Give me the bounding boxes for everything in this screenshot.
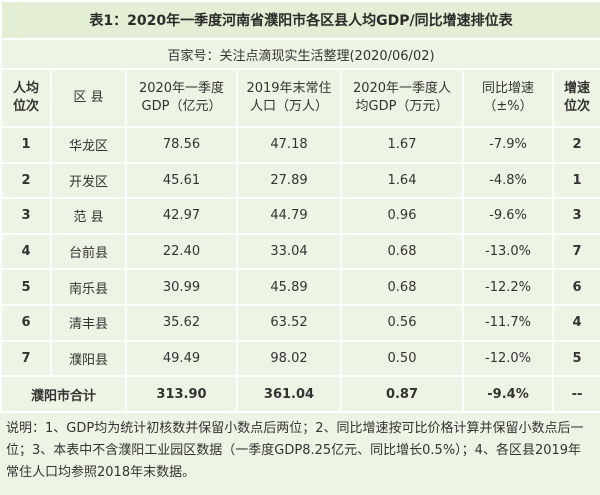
title-row: 表1：2020年一季度河南省濮阳市各区县人均GDP/同比增速排位表 — [0, 0, 600, 40]
total-cell: -- — [551, 375, 600, 414]
cell: 1 — [0, 126, 52, 164]
data-row: 1 华龙区 78.56 47.18 1.67 -7.9% 2 — [0, 126, 600, 164]
total-cell: 313.90 — [125, 375, 238, 414]
column-header: 2020年一季度 GDP（亿元） — [125, 68, 238, 128]
cell: 44.79 — [236, 197, 342, 235]
cell: 7 — [0, 339, 52, 378]
cell: 7 — [551, 232, 600, 271]
cell: 0.50 — [340, 339, 464, 378]
total-cell: 361.04 — [236, 375, 342, 414]
cell: 0.96 — [340, 197, 464, 235]
cell: 华龙区 — [50, 126, 127, 164]
cell: 3 — [0, 197, 52, 235]
cell: 45.89 — [236, 268, 342, 306]
header-line: 人均 — [12, 81, 39, 96]
header-line: 位次 — [12, 99, 39, 114]
cell: 1.67 — [340, 126, 464, 164]
header-line: 人口（万人） — [249, 99, 328, 114]
cell: -12.2% — [462, 268, 554, 306]
cell: 南乐县 — [50, 268, 127, 306]
header-line: （±%） — [483, 99, 533, 114]
data-row: 6 清丰县 35.62 63.52 0.56 -11.7% 4 — [0, 303, 600, 342]
cell: 45.61 — [125, 161, 238, 200]
data-row: 5 南乐县 30.99 45.89 0.68 -12.2% 6 — [0, 268, 600, 306]
cell: 35.62 — [125, 303, 238, 342]
cell: 2 — [0, 161, 52, 200]
cell: 78.56 — [125, 126, 238, 164]
cell: 4 — [551, 303, 600, 342]
cell: 63.52 — [236, 303, 342, 342]
cell: 清丰县 — [50, 303, 127, 342]
cell: 27.89 — [236, 161, 342, 200]
cell: 0.68 — [340, 268, 464, 306]
total-cell: -9.4% — [462, 375, 554, 414]
column-header: 2019年末常住 人口（万人） — [236, 68, 342, 128]
notes: 说明：1、GDP均为统计初核数并保留小数点后两位；2、同比增速按可比价格计算并保… — [6, 421, 584, 481]
column-header: 2020年一季度人 均GDP（万元） — [340, 68, 464, 128]
cell: 3 — [551, 197, 600, 235]
cell: -7.9% — [462, 126, 554, 164]
cell: 47.18 — [236, 126, 342, 164]
cell: 5 — [0, 268, 52, 306]
data-row: 2 开发区 45.61 27.89 1.64 -4.8% 1 — [0, 161, 600, 200]
cell: 开发区 — [50, 161, 127, 200]
header-line: 均GDP（万元） — [355, 99, 449, 114]
column-header: 区 县 — [50, 68, 127, 128]
header-line: 2020年一季度 — [138, 81, 225, 96]
total-cell: 濮阳市合计 — [0, 375, 127, 414]
cell: 1.64 — [340, 161, 464, 200]
cell: 6 — [0, 303, 52, 342]
cell: 98.02 — [236, 339, 342, 378]
cell: 6 — [551, 268, 600, 306]
cell: 1 — [551, 161, 600, 200]
cell: 30.99 — [125, 268, 238, 306]
cell: -12.0% — [462, 339, 554, 378]
header-row: 人均 位次区 县 2020年一季度 GDP（亿元） 2019年末常住 人口（万人） 2020… — [0, 68, 600, 128]
source-row: 百家号：关注点滴现实生活整理(2020/06/02) — [0, 38, 600, 70]
cell: 0.68 — [340, 232, 464, 271]
header-line: 2020年一季度人 — [352, 81, 452, 96]
data-row: 7 濮阳县 49.49 98.02 0.50 -12.0% 5 — [0, 339, 600, 378]
column-header: 同比增速 （±%） — [462, 68, 554, 128]
cell: -9.6% — [462, 197, 554, 235]
header-line: 区 县 — [73, 90, 104, 105]
data-row: 4 台前县 22.40 33.04 0.68 -13.0% 7 — [0, 232, 600, 271]
header-line: 同比增速 — [481, 81, 534, 96]
cell: -4.8% — [462, 161, 554, 200]
total-row: 濮阳市合计 313.90 361.04 0.87 -9.4% -- — [0, 375, 600, 414]
total-cell: 0.87 — [340, 375, 464, 414]
cell: 42.97 — [125, 197, 238, 235]
cell: -13.0% — [462, 232, 554, 271]
table-body: 表1：2020年一季度河南省濮阳市各区县人均GDP/同比增速排位表 百家号：关注… — [0, 0, 600, 414]
cell: 0.56 — [340, 303, 464, 342]
column-header: 增速 位次 — [551, 68, 600, 128]
header-line: 2019年末常住 — [246, 81, 332, 96]
header-line: 增速 — [564, 81, 591, 96]
column-header: 人均 位次 — [0, 68, 52, 128]
table-source: 百家号：关注点滴现实生活整理(2020/06/02) — [0, 38, 600, 70]
gdp-table: 表1：2020年一季度河南省濮阳市各区县人均GDP/同比增速排位表 百家号：关注… — [0, 0, 600, 414]
cell: 台前县 — [50, 232, 127, 271]
cell: 22.40 — [125, 232, 238, 271]
cell: 4 — [0, 232, 52, 271]
table-title: 表1：2020年一季度河南省濮阳市各区县人均GDP/同比增速排位表 — [0, 0, 600, 40]
cell: 濮阳县 — [50, 339, 127, 378]
cell: -11.7% — [462, 303, 554, 342]
header-line: 位次 — [564, 99, 591, 114]
cell: 2 — [551, 126, 600, 164]
cell: 49.49 — [125, 339, 238, 378]
cell: 33.04 — [236, 232, 342, 271]
header-line: GDP（亿元） — [141, 99, 222, 114]
cell: 范 县 — [50, 197, 127, 235]
cell: 5 — [551, 339, 600, 378]
